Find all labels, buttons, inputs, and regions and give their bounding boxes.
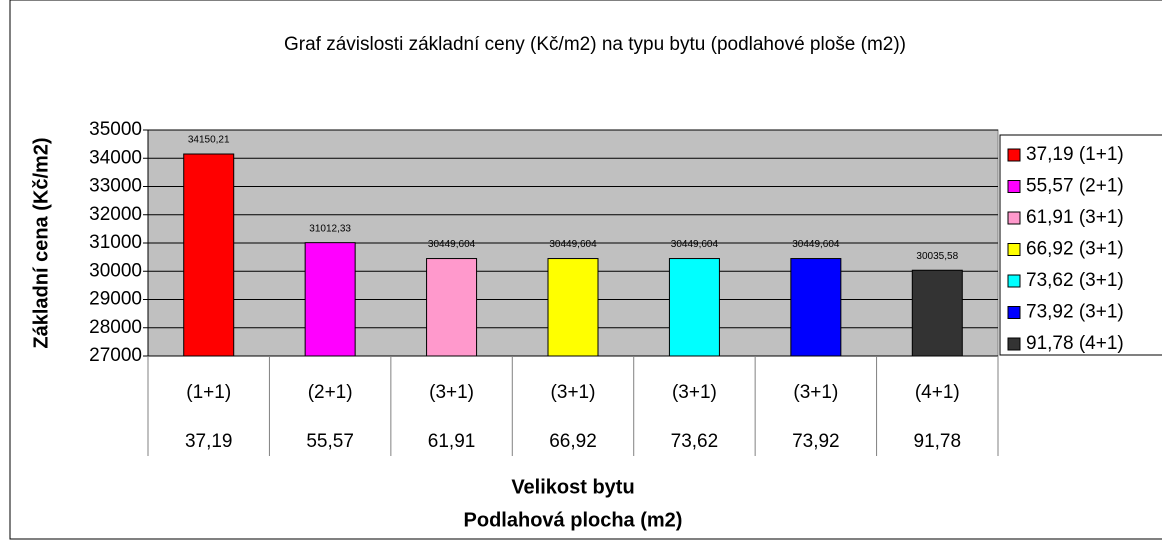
legend-label: 37,19 (1+1) (1026, 144, 1124, 165)
data-label: 31012,33 (309, 223, 351, 234)
legend-swatch (1007, 211, 1021, 225)
x-tick-label: (2+1) (308, 382, 353, 403)
y-tick-label: 27000 (89, 345, 142, 366)
bar (668, 258, 720, 357)
x-axis-title: Podlahová plocha (m2) (464, 509, 683, 531)
data-label: 30449,604 (428, 239, 476, 250)
data-label: 34150,21 (188, 135, 230, 146)
x-tick-label: 73,92 (792, 431, 840, 452)
x-tick-label: 55,57 (306, 431, 354, 452)
x-tick-label: (3+1) (551, 382, 596, 403)
bar (426, 258, 478, 357)
data-label: 30035,58 (916, 251, 958, 262)
x-tick-label: 37,19 (185, 431, 233, 452)
data-label: 30449,604 (792, 239, 840, 250)
y-tick-label: 33000 (89, 176, 142, 197)
x-tick-label: (3+1) (429, 382, 474, 403)
x-tick-label: (3+1) (672, 382, 717, 403)
legend-label: 91,78 (4+1) (1026, 333, 1124, 354)
y-axis-title: Základní cena (Kč/m2) (30, 137, 52, 348)
x-tick-label: (1+1) (186, 382, 231, 403)
data-label: 30449,604 (671, 239, 719, 250)
legend-label: 73,92 (3+1) (1026, 302, 1124, 323)
legend-label: 73,62 (3+1) (1026, 270, 1124, 291)
x-axis-title: Velikost bytu (511, 476, 634, 498)
x-tick-label: 91,78 (914, 431, 962, 452)
legend-swatch (1007, 306, 1021, 319)
y-tick-label: 28000 (89, 317, 142, 338)
bar (183, 153, 235, 357)
y-tick-label: 34000 (89, 147, 142, 168)
y-tick-label: 31000 (89, 232, 142, 253)
bar (790, 258, 842, 357)
legend-label: 61,91 (3+1) (1026, 207, 1124, 228)
x-tick-label: (3+1) (793, 382, 838, 403)
bar (911, 269, 963, 357)
x-tick-label: 61,91 (428, 431, 476, 452)
y-tick-label: 30000 (89, 260, 142, 281)
chart-title: Graf závislosti základní ceny (Kč/m2) na… (284, 34, 906, 55)
data-label: 30449,604 (549, 239, 597, 250)
legend-label: 66,92 (3+1) (1026, 239, 1124, 260)
legend-label: 55,57 (2+1) (1026, 176, 1124, 197)
y-tick-label: 35000 (89, 119, 142, 140)
bar (304, 242, 356, 357)
x-tick-label: 66,92 (549, 431, 597, 452)
legend (999, 134, 1162, 356)
legend-swatch (1007, 274, 1021, 288)
legend-swatch (1007, 148, 1021, 162)
y-tick-label: 29000 (89, 289, 142, 310)
bar (547, 258, 599, 357)
legend-swatch (1007, 243, 1021, 256)
legend-swatch (1007, 180, 1021, 193)
legend-swatch (1007, 337, 1021, 351)
x-tick-label: 73,62 (671, 431, 719, 452)
y-tick-label: 32000 (89, 204, 142, 225)
x-tick-label: (4+1) (915, 382, 960, 403)
